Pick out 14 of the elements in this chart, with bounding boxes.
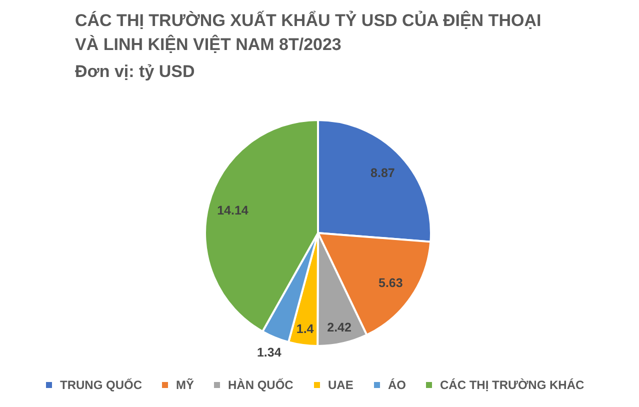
legend-label: ÁO [388,378,406,392]
data-label: 2.42 [327,320,352,335]
data-label: 14.14 [217,204,248,218]
legend-label: TRUNG QUỐC [60,378,142,392]
data-label: 1.4 [296,322,314,336]
data-label: 1.34 [256,345,282,360]
legend-label: CÁC THỊ TRƯỜNG KHÁC [440,378,585,392]
legend-label: HÀN QUỐC [228,378,294,392]
legend-label: MỸ [176,378,194,392]
data-label: 5.63 [378,276,403,290]
legend-label: UAE [328,378,354,392]
data-label: 8.87 [370,166,395,180]
chart-title: CÁC THỊ TRƯỜNG XUẤT KHẨU TỶ USD CỦA ĐIỆN THOẠI VÀ LINH KIỆN VIỆT NAM 8T/2023 [75,10,542,54]
chart-subtitle: Đơn vị: tỷ USD [75,62,195,81]
